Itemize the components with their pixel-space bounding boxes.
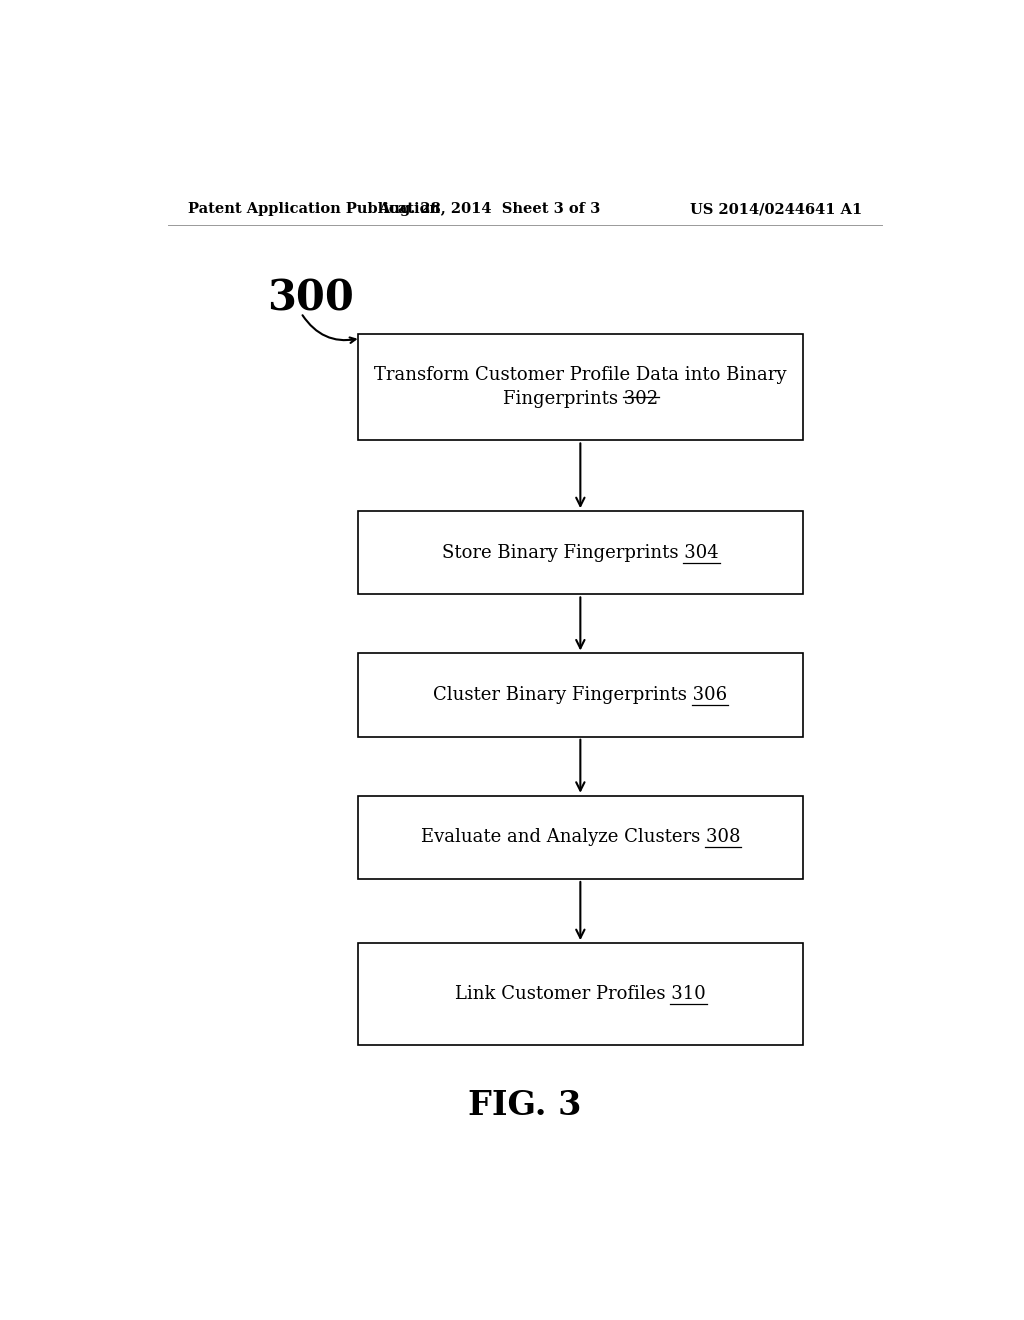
Bar <box>358 653 803 737</box>
Text: Evaluate and Analyze Clusters 308: Evaluate and Analyze Clusters 308 <box>421 829 740 846</box>
Bar <box>358 942 803 1044</box>
Text: Link Customer Profiles 310: Link Customer Profiles 310 <box>455 985 706 1003</box>
Text: Transform Customer Profile Data into Binary
Fingerprints 302: Transform Customer Profile Data into Bin… <box>374 366 786 408</box>
Text: US 2014/0244641 A1: US 2014/0244641 A1 <box>690 202 862 216</box>
Text: Transform Customer Profile Data into Binary
Fingerprints
302: Transform Customer Profile Data into Bin… <box>374 355 786 420</box>
Bar <box>358 334 803 441</box>
Text: Cluster Binary Fingerprints 306: Cluster Binary Fingerprints 306 <box>433 686 727 704</box>
Bar <box>362 339 799 436</box>
Bar <box>358 796 803 879</box>
Text: Store Binary Fingerprints 304: Store Binary Fingerprints 304 <box>442 544 719 562</box>
Text: Patent Application Publication: Patent Application Publication <box>187 202 439 216</box>
Text: FIG. 3: FIG. 3 <box>468 1089 582 1122</box>
Text: Aug. 28, 2014  Sheet 3 of 3: Aug. 28, 2014 Sheet 3 of 3 <box>378 202 600 216</box>
Bar <box>358 511 803 594</box>
Text: 300: 300 <box>267 277 353 319</box>
